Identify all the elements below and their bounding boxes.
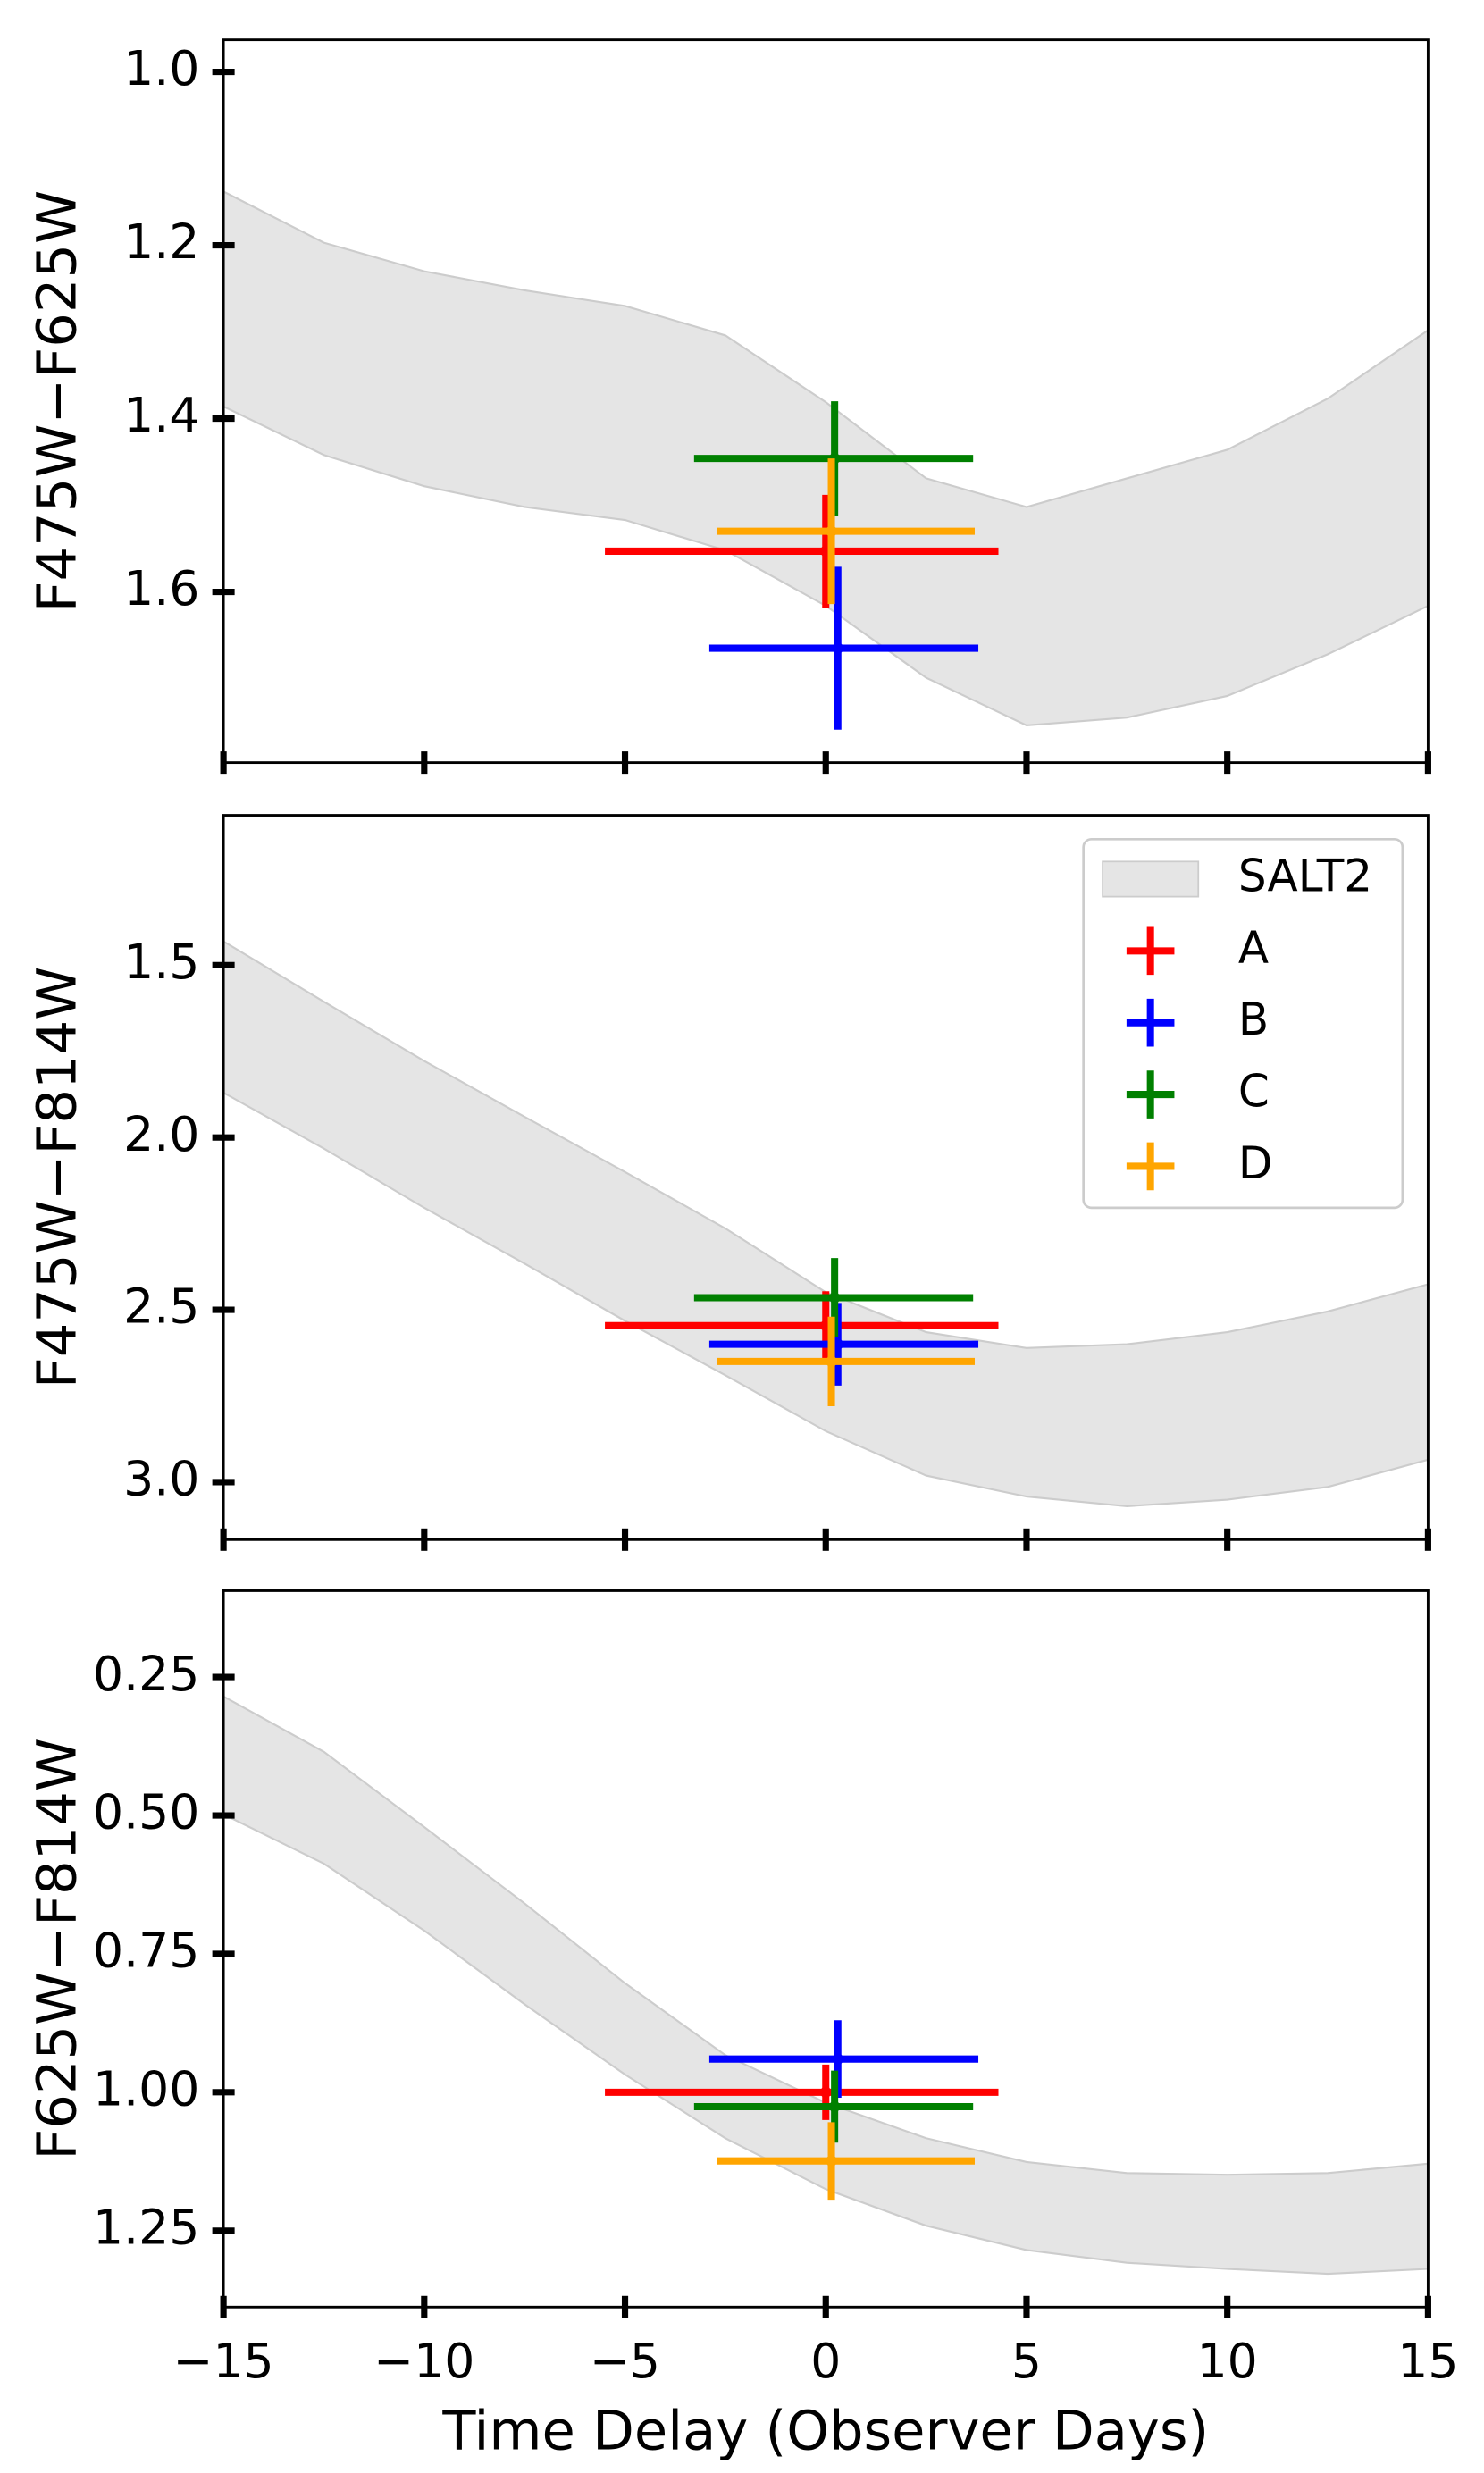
y-tick-label: 1.25 [93, 2199, 199, 2255]
y-tick-label: 0.75 [93, 1923, 199, 1979]
x-axis-label: Time Delay (Observer Days) [441, 2401, 1209, 2463]
data-point [826, 525, 837, 537]
data-point [820, 2086, 832, 2099]
data-point [832, 1338, 843, 1350]
legend-label: SALT2 [1238, 850, 1372, 901]
y-tick-label: 2.0 [123, 1106, 199, 1162]
data-point [828, 1292, 841, 1304]
x-tick-label: −15 [173, 2333, 274, 2389]
data-point [832, 642, 843, 654]
y-tick-label: 2.5 [123, 1278, 199, 1335]
y-tick-label: 0.50 [93, 1784, 199, 1840]
y-tick-label: 1.4 [123, 387, 199, 443]
legend-label: B [1238, 993, 1269, 1045]
salt2-band [222, 1694, 1430, 2276]
y-tick-label: 1.00 [93, 2060, 199, 2117]
y-tick-label: 1.6 [123, 560, 199, 616]
legend-swatch [1102, 860, 1200, 898]
y-axis-label: F475W−F625W [27, 190, 89, 612]
y-tick-label: 1.0 [123, 40, 199, 96]
y-tick-label: 3.0 [123, 1451, 199, 1507]
x-tick-label: 10 [1197, 2333, 1258, 2389]
y-axis-label: F625W−F814W [27, 1738, 89, 2159]
x-tick-label: 0 [810, 2333, 841, 2389]
y-tick-label: 0.25 [93, 1646, 199, 1702]
data-point [826, 2155, 837, 2167]
x-tick-label: 15 [1397, 2333, 1458, 2389]
legend-label: D [1238, 1137, 1273, 1189]
x-tick-label: −10 [373, 2333, 474, 2389]
y-tick-label: 1.2 [123, 214, 199, 270]
x-tick-label: −5 [590, 2333, 660, 2389]
y-tick-label: 1.5 [123, 934, 199, 990]
legend-label: C [1238, 1066, 1270, 1118]
legend-box [1082, 837, 1404, 1210]
data-point [832, 2053, 843, 2065]
data-point [828, 2100, 841, 2113]
x-tick-label: 5 [1011, 2333, 1042, 2389]
y-axis-label: F475W−F814W [27, 967, 89, 1388]
legend-label: A [1238, 922, 1269, 974]
data-point [826, 1355, 837, 1368]
